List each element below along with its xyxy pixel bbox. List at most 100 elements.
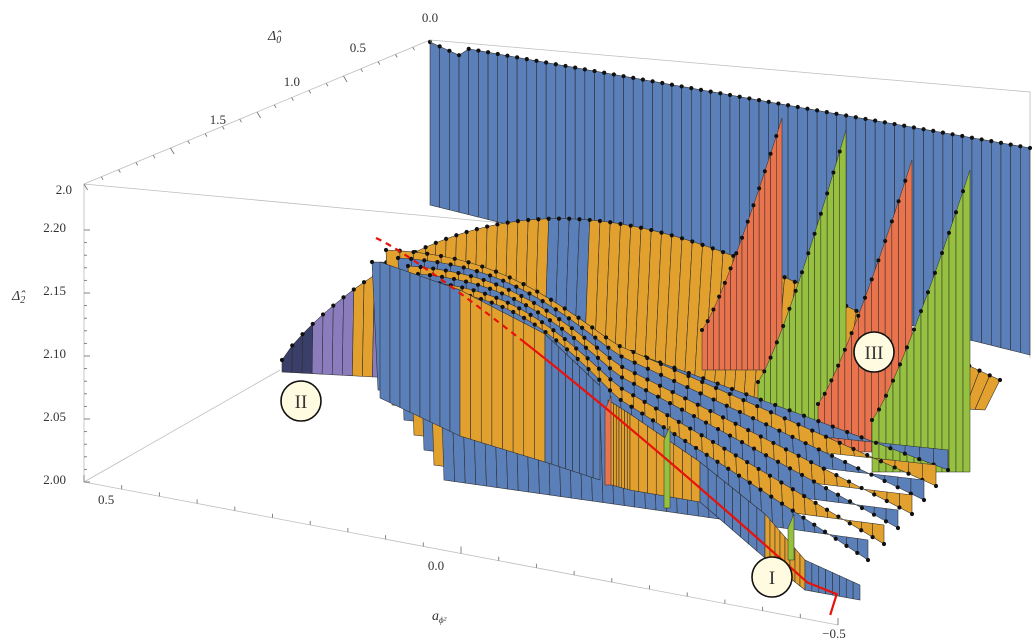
back-wall-point	[466, 46, 471, 51]
ribbon-2-band	[897, 476, 912, 495]
x-axis-label-main: a	[432, 609, 439, 624]
ribbon-3-point	[494, 282, 499, 287]
ribbon-4-point	[703, 420, 709, 425]
ridge-fin-band	[736, 237, 743, 371]
y-tick-mark	[308, 90, 312, 94]
ribbon-5-point	[653, 406, 659, 411]
orange-arch-point	[782, 275, 787, 280]
ribbon-1-point	[452, 256, 457, 261]
orange-arch-point	[997, 377, 1003, 383]
ribbon-6-point	[833, 536, 838, 541]
ribbon-3-point	[834, 472, 839, 478]
back-wall-point	[950, 132, 955, 137]
orange-arch-point	[546, 216, 551, 221]
back-wall-point	[631, 75, 636, 81]
ribbon-3-point	[859, 485, 864, 491]
ribbon-0-point	[715, 381, 720, 386]
slab-3-band	[624, 409, 628, 490]
ribbon-3-point	[809, 460, 814, 465]
orange-arch-point	[423, 245, 428, 250]
back-wall-band	[913, 127, 924, 329]
ridge-fin-point	[891, 378, 895, 383]
ribbon-3-point	[594, 345, 600, 350]
back-wall-point	[911, 125, 916, 130]
orange-arch-point	[320, 312, 326, 317]
ridge-fin-point	[816, 402, 820, 406]
ribbon-4-point	[667, 401, 673, 406]
ribbon-0-point	[801, 413, 807, 418]
ribbon-1-point	[438, 253, 444, 259]
slab-6-band	[794, 547, 801, 587]
ribbon-5-point	[847, 521, 852, 526]
orange-arch-point	[341, 295, 346, 300]
back-wall-point	[776, 101, 781, 106]
ridge-fin-point	[898, 362, 902, 367]
back-wall-point	[708, 89, 713, 94]
ribbon-2-point	[843, 459, 848, 465]
ribbon-4-point	[583, 345, 589, 350]
region-label-I-text: I	[769, 568, 775, 589]
back-wall-point	[505, 53, 510, 58]
region-label-I: I	[751, 556, 793, 598]
ridge-fin-band	[741, 221, 748, 371]
y-tick-mark	[170, 147, 175, 155]
overlay-curve-hidden	[375, 237, 523, 342]
ribbon-1-point	[768, 410, 774, 415]
back-wall-point	[785, 103, 791, 108]
orange-arch-point	[331, 303, 336, 308]
slab-7-band	[811, 562, 820, 593]
ridge-fin-band	[955, 191, 964, 473]
y-tick-mark	[204, 133, 208, 137]
ridge-fin-point	[831, 170, 836, 175]
back-wall-point	[660, 80, 665, 86]
back-wall-point	[960, 133, 965, 139]
ridge-fin-point	[728, 266, 733, 271]
back-wall-point	[476, 48, 481, 53]
back-wall-point	[514, 55, 520, 60]
orange-arch-point	[731, 253, 736, 259]
ridge-fin-point	[863, 295, 867, 300]
ribbon-4-point	[895, 525, 901, 531]
back-wall-point	[689, 86, 694, 91]
ribbon-4-point	[571, 335, 577, 341]
back-wall-point	[873, 118, 878, 123]
orange-arch-point	[361, 280, 367, 285]
ribbon-3-band	[873, 490, 888, 502]
ribbon-1-point	[796, 422, 801, 427]
slab-0-band	[389, 265, 401, 408]
y-tick-label: 2.0	[56, 182, 72, 197]
slab-5-band	[724, 480, 733, 531]
ribbon-5-point	[859, 528, 864, 533]
back-wall-point	[592, 68, 597, 74]
orange-arch-point	[556, 216, 562, 221]
ribbon-3-point	[821, 466, 826, 471]
slab-2-band	[558, 346, 566, 470]
ribbon-6-point	[618, 397, 623, 403]
ribbon-4-point	[775, 459, 781, 464]
back-wall-point	[544, 60, 549, 65]
ribbon-3-point	[897, 505, 902, 510]
slab-7	[804, 559, 861, 601]
x-tick-label: 0.0	[428, 558, 444, 573]
ridge-fin-band	[962, 169, 971, 473]
ribbon-5-point	[494, 295, 499, 300]
ribbon-2-point	[750, 416, 756, 421]
ribbon-2-point	[566, 316, 572, 321]
ribbon-1-point	[521, 282, 526, 287]
ribbon-3-point	[607, 355, 612, 361]
ridge-fin-point	[849, 331, 854, 336]
back-wall-band	[468, 48, 479, 218]
ribbon-2-point	[803, 441, 808, 446]
slab-4-band	[638, 419, 648, 494]
ridge-fin-point	[806, 251, 811, 256]
ribbon-2-point	[685, 385, 690, 390]
ribbon-4-point	[799, 472, 805, 478]
ribbon-5-point	[517, 306, 522, 311]
slab-0-band	[379, 261, 391, 404]
ribbon-4-point	[475, 282, 481, 287]
ridge-fin-band	[764, 153, 771, 371]
slab-2-band	[565, 352, 573, 472]
ridge-fin-point	[774, 340, 779, 345]
z-tick-label: 2.20	[43, 220, 66, 235]
